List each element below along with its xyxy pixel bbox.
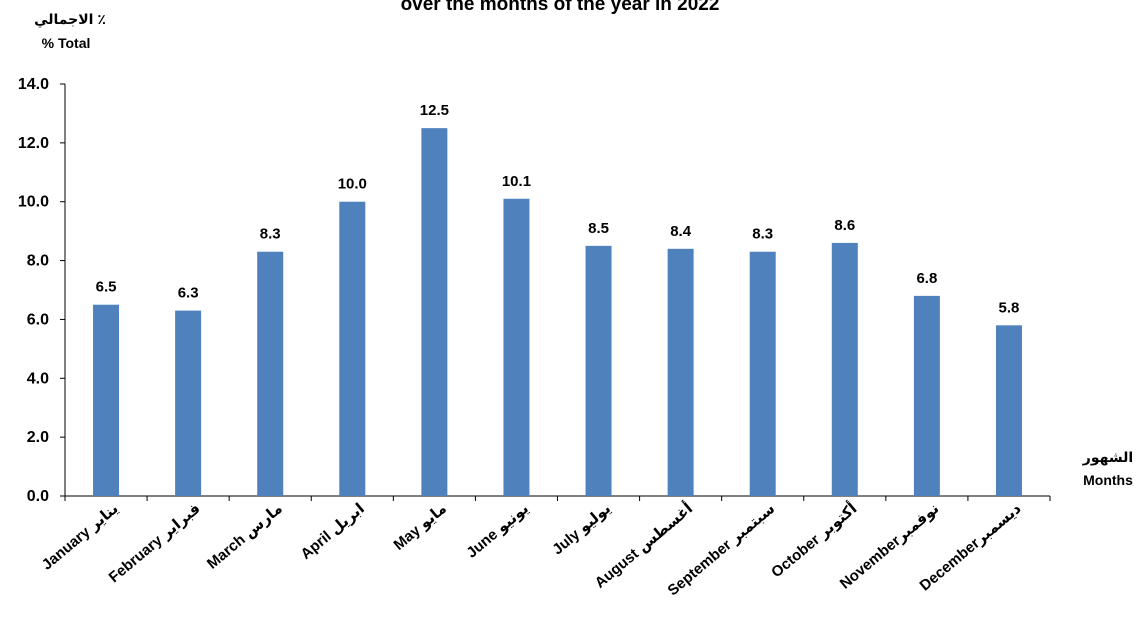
bar (749, 251, 776, 496)
bar (585, 245, 612, 496)
x-axis-label-arabic: الشهور (1082, 449, 1133, 466)
bar (995, 325, 1022, 496)
x-tick-label: January يناير (39, 500, 122, 573)
data-label: 12.5 (420, 102, 449, 119)
x-tick-label: March مارس (204, 500, 286, 573)
data-label: 8.5 (588, 220, 609, 237)
x-axis-label: Months (1083, 472, 1133, 488)
chart-title: over the months of the year in 2022 (401, 0, 720, 15)
data-label: 10.1 (502, 173, 531, 190)
x-tick-label: April ابريل (298, 500, 368, 563)
y-tick-label: 6.0 (27, 311, 49, 328)
y-tick-label: 2.0 (27, 429, 49, 446)
y-tick-label: 12.0 (18, 135, 49, 152)
data-label: 6.3 (178, 285, 199, 302)
data-label: 8.6 (834, 217, 855, 234)
data-label: 6.8 (916, 270, 937, 287)
data-label: 6.5 (96, 279, 117, 296)
bar (503, 198, 530, 496)
data-label: 8.4 (670, 223, 692, 240)
bar (257, 251, 284, 496)
data-label: 8.3 (260, 226, 281, 243)
data-label: 10.0 (338, 176, 367, 193)
bar (93, 304, 120, 496)
bar (339, 201, 366, 496)
x-tick-label: May مايو (391, 500, 450, 554)
data-label: 5.8 (999, 299, 1020, 316)
plot-area: 0.0 2.0 4.0 6.0 8.0 10.0 12.0 14.0 6.5 January ين… (18, 76, 1051, 599)
bar (667, 248, 694, 496)
y-tick-label: 10.0 (18, 194, 49, 211)
y-axis-label: % Total (42, 35, 91, 51)
data-label: 8.3 (752, 226, 773, 243)
bar (913, 295, 940, 496)
bar (831, 242, 858, 496)
y-tick-label: 8.0 (27, 253, 49, 270)
y-tick-label: 4.0 (27, 370, 49, 387)
x-tick-label: July يوليو (549, 500, 614, 558)
x-tick-label: October أكتوبر (767, 499, 860, 582)
y-tick-label: 0.0 (27, 488, 49, 505)
y-tick-label: 14.0 (18, 76, 49, 93)
y-axis-label-arabic: الاجمالي ٪ (34, 11, 106, 28)
bar (421, 128, 448, 496)
bar (175, 310, 202, 496)
x-tick-label: June يونيو (463, 500, 532, 561)
